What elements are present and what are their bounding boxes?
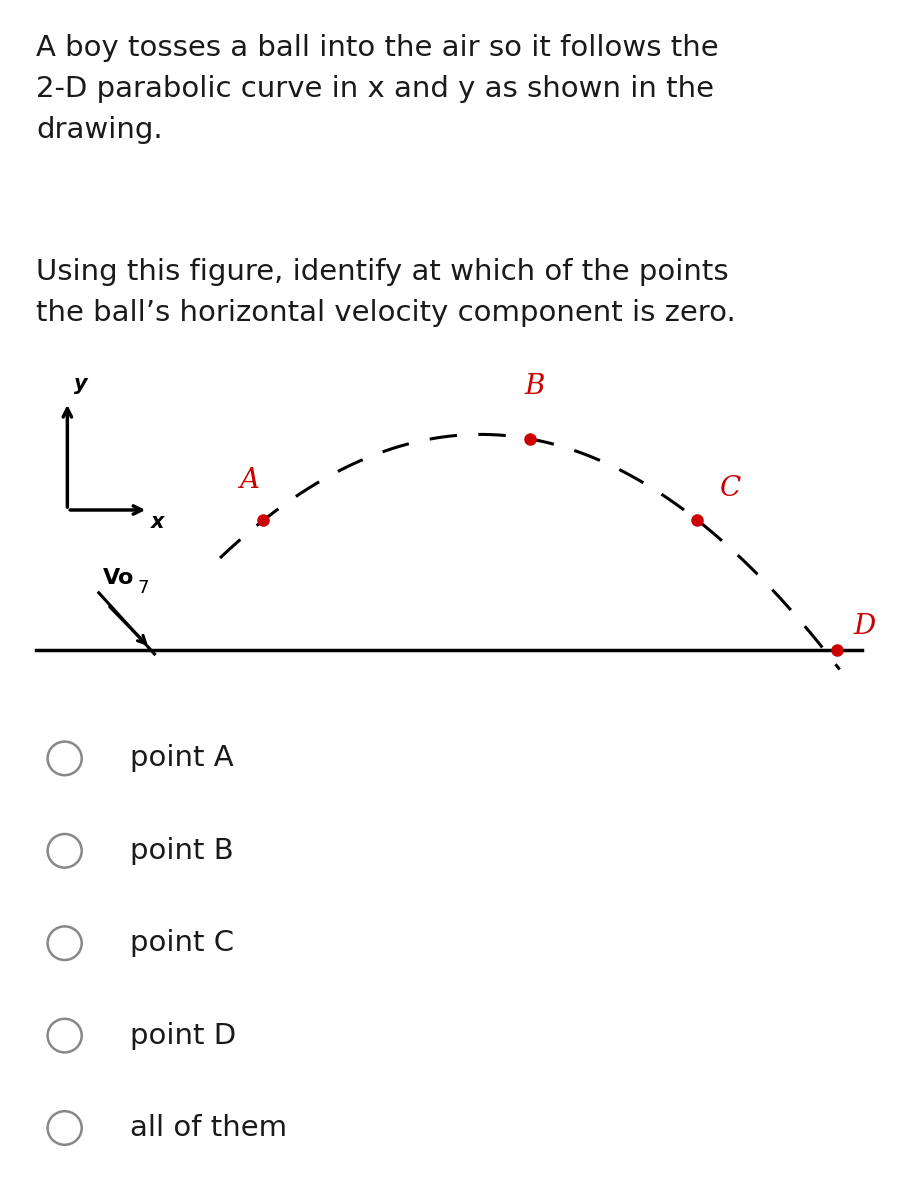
Text: point D: point D — [130, 1021, 236, 1050]
Text: x: x — [151, 512, 164, 533]
Text: 7: 7 — [137, 578, 149, 596]
Text: all of them: all of them — [130, 1114, 287, 1142]
Text: Using this figure, identify at which of the points
the ball’s horizontal velocit: Using this figure, identify at which of … — [36, 258, 735, 328]
Text: A: A — [239, 467, 259, 494]
Text: C: C — [719, 475, 741, 502]
Text: y: y — [74, 373, 87, 394]
Text: Vo: Vo — [103, 569, 135, 588]
Text: point C: point C — [130, 929, 234, 958]
Text: B: B — [524, 373, 544, 401]
Text: point A: point A — [130, 744, 233, 773]
Text: D: D — [853, 613, 876, 640]
Text: A boy tosses a ball into the air so it follows the
2-D parabolic curve in x and : A boy tosses a ball into the air so it f… — [36, 34, 718, 144]
Text: point B: point B — [130, 836, 234, 865]
